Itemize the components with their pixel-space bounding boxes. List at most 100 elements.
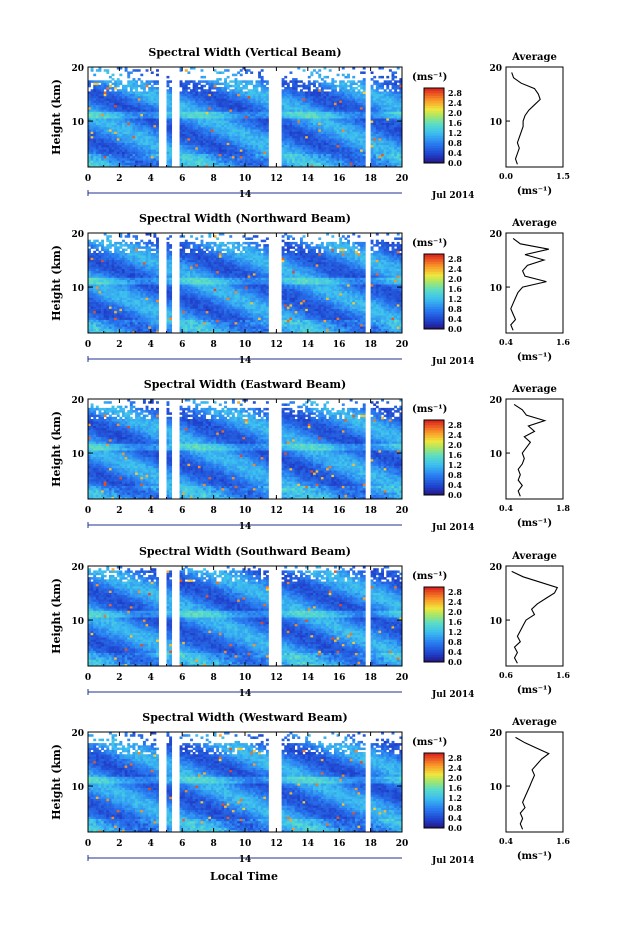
heatmap-cell xyxy=(195,138,198,141)
heatmap-cell xyxy=(344,147,347,150)
heatmap-cell xyxy=(373,105,376,108)
heatmap-cell xyxy=(310,158,313,161)
heatmap-cell xyxy=(151,149,154,152)
heatmap-cell xyxy=(287,143,290,146)
heatmap-cell xyxy=(104,111,107,114)
heatmap-cell xyxy=(201,120,204,123)
heatmap-cell xyxy=(91,138,94,141)
heatmap-cell xyxy=(98,103,101,106)
heatmap-cell xyxy=(318,156,321,159)
heatmap-cell xyxy=(182,116,185,119)
heatmap-cell xyxy=(384,158,387,161)
heatmap-cell xyxy=(227,136,230,139)
heatmap-cell xyxy=(208,151,211,154)
heatmap-cell xyxy=(151,143,154,146)
heatmap-cell xyxy=(261,156,264,159)
heatmap-cell xyxy=(289,118,292,121)
heatmap-cell xyxy=(104,151,107,154)
heatmap-cell xyxy=(352,116,355,119)
heatmap-cell xyxy=(308,149,311,152)
heatmap-cell xyxy=(237,149,240,152)
heatmap-cell xyxy=(146,129,149,132)
heatmap-cell xyxy=(229,149,232,152)
heatmap-cell xyxy=(358,131,361,134)
heatmap-cell xyxy=(119,154,122,157)
heatmap-cell xyxy=(208,109,211,112)
heatmap-cell xyxy=(339,138,342,141)
heatmap-cell xyxy=(114,127,117,130)
heatmap-cell xyxy=(138,125,141,128)
heatmap-cell xyxy=(308,109,311,112)
heatmap-cell xyxy=(339,156,342,159)
heatmap-cell xyxy=(282,143,285,146)
heatmap-cell xyxy=(242,129,245,132)
heatmap-cell xyxy=(358,134,361,137)
heatmap-cell xyxy=(313,154,316,157)
heatmap-cell xyxy=(93,136,96,139)
heatmap-cell xyxy=(185,129,188,132)
heatmap-cell xyxy=(224,109,227,112)
heatmap-cell xyxy=(93,111,96,114)
heatmap-cell xyxy=(195,147,198,150)
heatmap-cell xyxy=(169,114,172,117)
heatmap-cell xyxy=(344,151,347,154)
heatmap-cell xyxy=(114,114,117,117)
heatmap-cell xyxy=(148,156,151,159)
heatmap-cell xyxy=(394,120,397,123)
heatmap-cell xyxy=(132,127,135,130)
heatmap-cell xyxy=(303,129,306,132)
heatmap-cell xyxy=(208,160,211,163)
heatmap-cell xyxy=(310,123,313,126)
heatmap-cell xyxy=(98,129,101,132)
heatmap-cell xyxy=(138,109,141,112)
heatmap-cell xyxy=(292,118,295,121)
heatmap-cell xyxy=(360,123,363,126)
heatmap-cell xyxy=(245,116,248,119)
heatmap-cell xyxy=(117,147,120,150)
heatmap-cell xyxy=(169,136,172,139)
heatmap-cell xyxy=(135,158,138,161)
heatmap-cell xyxy=(185,163,188,166)
heatmap-cell xyxy=(109,158,112,161)
heatmap-cell xyxy=(201,163,204,166)
heatmap-cell xyxy=(316,147,319,150)
heatmap-cell xyxy=(352,127,355,130)
heatmap-cell xyxy=(324,140,327,143)
heatmap-cell xyxy=(203,118,206,121)
heatmap-cell xyxy=(169,120,172,123)
heatmap-cell xyxy=(324,149,327,152)
heatmap-cell xyxy=(263,138,266,141)
heatmap-cell xyxy=(114,156,117,159)
heatmap-cell xyxy=(310,149,313,152)
heatmap-cell xyxy=(245,160,248,163)
heatmap-cell xyxy=(324,145,327,148)
heatmap-cell xyxy=(255,145,258,148)
heatmap-cell xyxy=(381,127,384,130)
heatmap-cell xyxy=(98,156,101,159)
heatmap-cell xyxy=(130,149,133,152)
heatmap-cell xyxy=(130,123,133,126)
heatmap-cell xyxy=(316,151,319,154)
heatmap-cell xyxy=(347,114,350,117)
heatmap-cell xyxy=(287,107,290,110)
heatmap-cell xyxy=(292,131,295,134)
heatmap-cell xyxy=(237,147,240,150)
heatmap-cell xyxy=(334,136,337,139)
heatmap-cell xyxy=(106,151,109,154)
heatmap-cell xyxy=(169,129,172,132)
heatmap-cell xyxy=(122,158,125,161)
heatmap-cell xyxy=(214,109,217,112)
heatmap-cell xyxy=(392,160,395,163)
heatmap-cell xyxy=(324,163,327,166)
heatmap-cell xyxy=(284,107,287,110)
heatmap-cell xyxy=(295,123,298,126)
heatmap-cell xyxy=(313,111,316,114)
heatmap-cell xyxy=(253,140,256,143)
heatmap-cell xyxy=(169,103,172,106)
heatmap-cell xyxy=(91,140,94,143)
heatmap-cell xyxy=(373,160,376,163)
heatmap-cell xyxy=(227,120,230,123)
heatmap-cell xyxy=(255,151,258,154)
heatmap-cell xyxy=(350,143,353,146)
heatmap-cell xyxy=(232,138,235,141)
